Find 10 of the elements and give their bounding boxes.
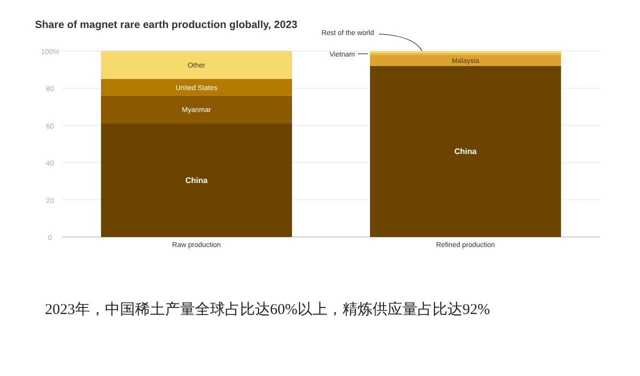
chart-title: Share of magnet rare earth production globally, 2023 — [35, 19, 298, 31]
bar — [101, 96, 292, 124]
bar — [101, 51, 292, 79]
series-label: China — [185, 176, 208, 185]
bar — [370, 54, 561, 66]
bar — [101, 124, 292, 237]
text: 2023年，中国稀土产量全球占比达60%以上，精炼供应量占比达92% — [45, 301, 490, 318]
bar — [370, 66, 561, 237]
bar — [101, 78, 292, 96]
text: China — [454, 146, 477, 156]
